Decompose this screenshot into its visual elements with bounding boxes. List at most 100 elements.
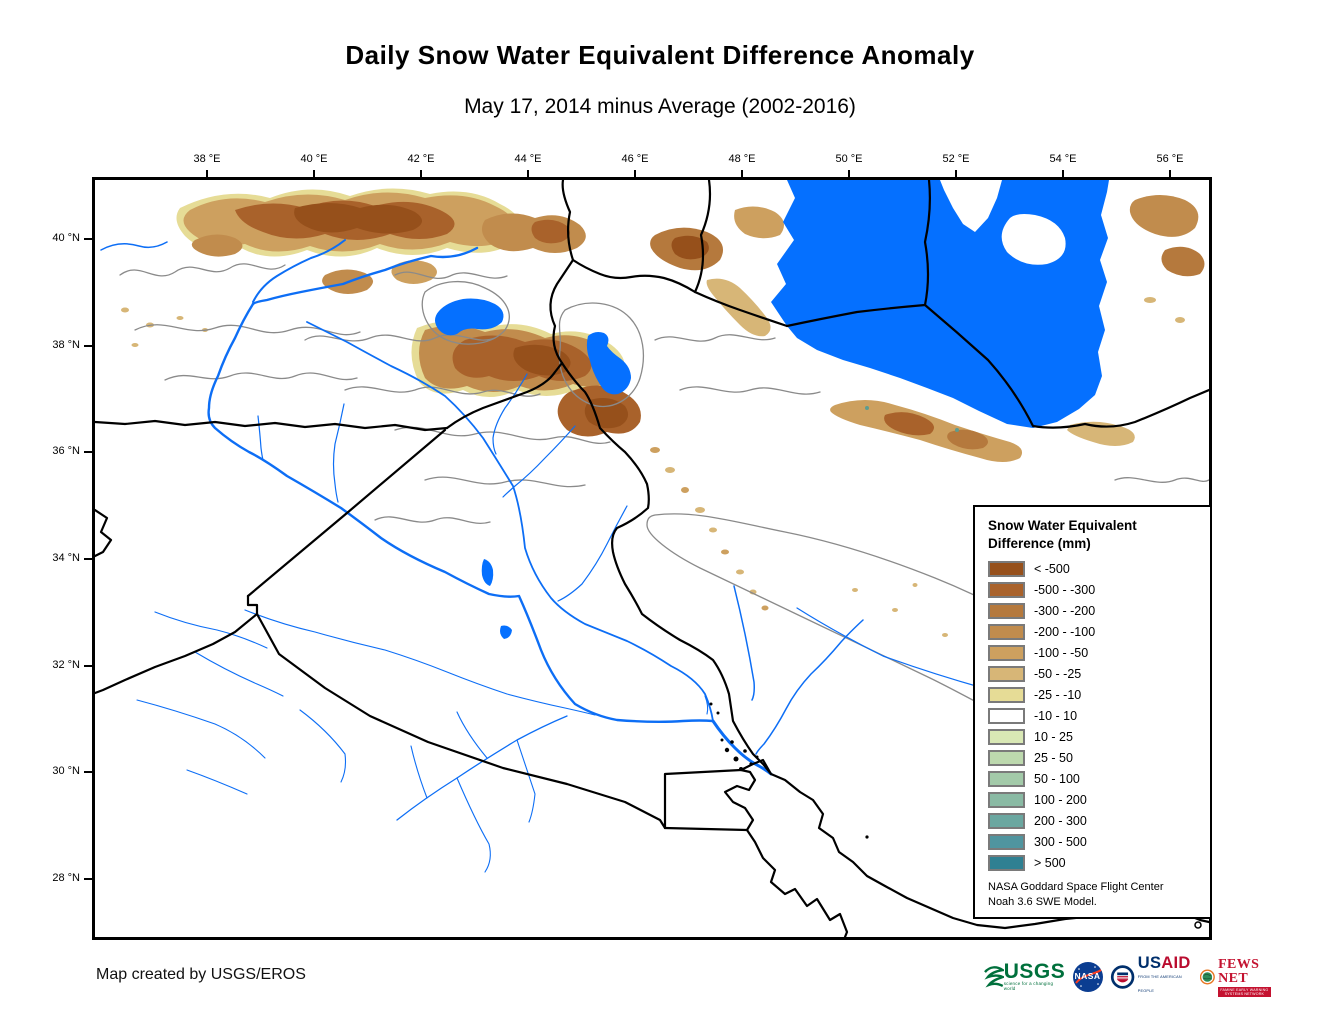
legend-row: -500 - -300 xyxy=(988,579,1210,600)
page-subtitle: May 17, 2014 minus Average (2002-2016) xyxy=(464,95,856,118)
lat-axis-label: 40 °N xyxy=(52,232,80,244)
legend-row: -300 - -200 xyxy=(988,600,1210,621)
usaid-tagline: FROM THE AMERICAN PEOPLE xyxy=(1137,975,1182,993)
footer-credit: Map created by USGS/EROS xyxy=(96,966,306,983)
lon-axis-label: 46 °E xyxy=(621,153,649,165)
lakes xyxy=(435,298,631,639)
lon-axis-label: 44 °E xyxy=(514,153,542,165)
gulf-island xyxy=(1194,921,1202,929)
lon-axis-tick xyxy=(634,170,636,178)
legend-row: < -500 xyxy=(988,558,1210,579)
legend-row-label: > 500 xyxy=(1034,855,1066,870)
lon-axis-label: 40 °E xyxy=(300,153,328,165)
fewsnet-tagline: FAMINE EARLY WARNING SYSTEMS NETWORK xyxy=(1218,986,1271,997)
lon-axis-tick xyxy=(420,170,422,178)
lat-axis-tick xyxy=(84,878,92,880)
legend-swatch xyxy=(988,686,1025,703)
legend-row-label: 50 - 100 xyxy=(1034,771,1080,786)
lon-axis-tick xyxy=(313,170,315,178)
legend-rows: < -500 -500 - -300 -300 - -200 -200 - -100 -… xyxy=(988,558,1210,873)
legend-row-label: -500 - -300 xyxy=(1034,582,1096,597)
legend-row: 100 - 200 xyxy=(988,789,1210,810)
legend-swatch xyxy=(988,602,1025,619)
lat-axis-label: 36 °N xyxy=(52,445,80,457)
legend-row-label: 200 - 300 xyxy=(1034,813,1087,828)
lake-tharthar xyxy=(481,559,494,586)
lake-van xyxy=(435,298,504,336)
lake-razzaza xyxy=(500,625,512,639)
legend-swatch xyxy=(988,854,1025,871)
legend-swatch xyxy=(988,728,1025,745)
lat-axis-tick xyxy=(84,238,92,240)
lat-axis-tick xyxy=(84,665,92,667)
usaid-wordmark: USAID xyxy=(1137,954,1191,972)
lon-axis-label: 52 °E xyxy=(942,153,970,165)
legend-swatch xyxy=(988,581,1025,598)
lat-axis-tick xyxy=(84,558,92,560)
legend-row-label: -50 - -25 xyxy=(1034,666,1082,681)
legend-swatch xyxy=(988,707,1025,724)
legend-swatch xyxy=(988,560,1025,577)
legend-row: -10 - 10 xyxy=(988,705,1210,726)
logo-strip: USGS science for a changing world NASA xyxy=(984,954,1271,998)
lon-axis-label: 42 °E xyxy=(407,153,435,165)
legend-swatch xyxy=(988,749,1025,766)
nasa-meatball-icon: NASA xyxy=(1072,962,1103,992)
caspian-sea xyxy=(771,180,1109,428)
lon-axis-tick xyxy=(848,170,850,178)
legend-row: -100 - -50 xyxy=(988,642,1210,663)
lon-axis-label: 56 °E xyxy=(1156,153,1184,165)
lake-urmia xyxy=(586,332,631,395)
marsh-speckles xyxy=(709,702,869,839)
lon-axis-label: 50 °E xyxy=(835,153,863,165)
rivers xyxy=(100,239,1068,873)
legend-row: 200 - 300 xyxy=(988,810,1210,831)
lon-axis-tick xyxy=(741,170,743,178)
legend-row-label: -200 - -100 xyxy=(1034,624,1096,639)
lat-axis-label: 32 °N xyxy=(52,659,80,671)
legend-row-label: 25 - 50 xyxy=(1034,750,1073,765)
lon-axis-label: 48 °E xyxy=(728,153,756,165)
legend-swatch xyxy=(988,833,1025,850)
legend-row: 50 - 100 xyxy=(988,768,1210,789)
lon-axis-label: 54 °E xyxy=(1049,153,1077,165)
legend-swatch xyxy=(988,770,1025,787)
legend-row: 10 - 25 xyxy=(988,726,1210,747)
lon-axis-tick xyxy=(1062,170,1064,178)
legend-row-label: 300 - 500 xyxy=(1034,834,1087,849)
legend-title: Snow Water Equivalent Difference (mm) xyxy=(988,518,1137,551)
legend-swatch xyxy=(988,665,1025,682)
lon-axis-tick xyxy=(955,170,957,178)
legend-row-label: -10 - 10 xyxy=(1034,708,1078,723)
usgs-logo: USGS science for a changing world xyxy=(984,960,1066,991)
legend-swatch xyxy=(988,623,1025,640)
nasa-logo: NASA xyxy=(1072,962,1103,992)
legend-swatch xyxy=(988,812,1025,829)
lat-axis-tick xyxy=(84,771,92,773)
usgs-wordmark: USGS xyxy=(1003,960,1066,983)
usaid-logo: USAID FROM THE AMERICAN PEOPLE xyxy=(1110,954,1194,998)
lat-axis-label: 30 °N xyxy=(52,765,80,777)
lon-axis-label: 38 °E xyxy=(193,153,221,165)
lat-axis-label: 38 °N xyxy=(52,339,80,351)
fewsnet-globe-icon xyxy=(1200,969,1216,985)
legend-row: -50 - -25 xyxy=(988,663,1210,684)
fewsnet-logo: FEWS NET FAMINE EARLY WARNING SYSTEMS NE… xyxy=(1200,957,1271,997)
legend-row-label: -25 - -10 xyxy=(1034,687,1082,702)
usgs-wave-icon xyxy=(984,966,1004,988)
legend-box: Snow Water Equivalent Difference (mm) < … xyxy=(973,505,1212,919)
legend-swatch xyxy=(988,644,1025,661)
map-canvas xyxy=(95,180,1209,937)
lat-axis-tick xyxy=(84,345,92,347)
legend-row-label: -100 - -50 xyxy=(1034,645,1089,660)
legend-row: 300 - 500 xyxy=(988,831,1210,852)
legend-row-label: < -500 xyxy=(1034,561,1070,576)
lat-axis-tick xyxy=(84,451,92,453)
legend-row: > 500 xyxy=(988,852,1210,873)
lon-axis-tick xyxy=(527,170,529,178)
legend-row: -25 - -10 xyxy=(988,684,1210,705)
legend-row: 25 - 50 xyxy=(988,747,1210,768)
legend-row-label: 100 - 200 xyxy=(1034,792,1087,807)
lat-axis-label: 28 °N xyxy=(52,872,80,884)
